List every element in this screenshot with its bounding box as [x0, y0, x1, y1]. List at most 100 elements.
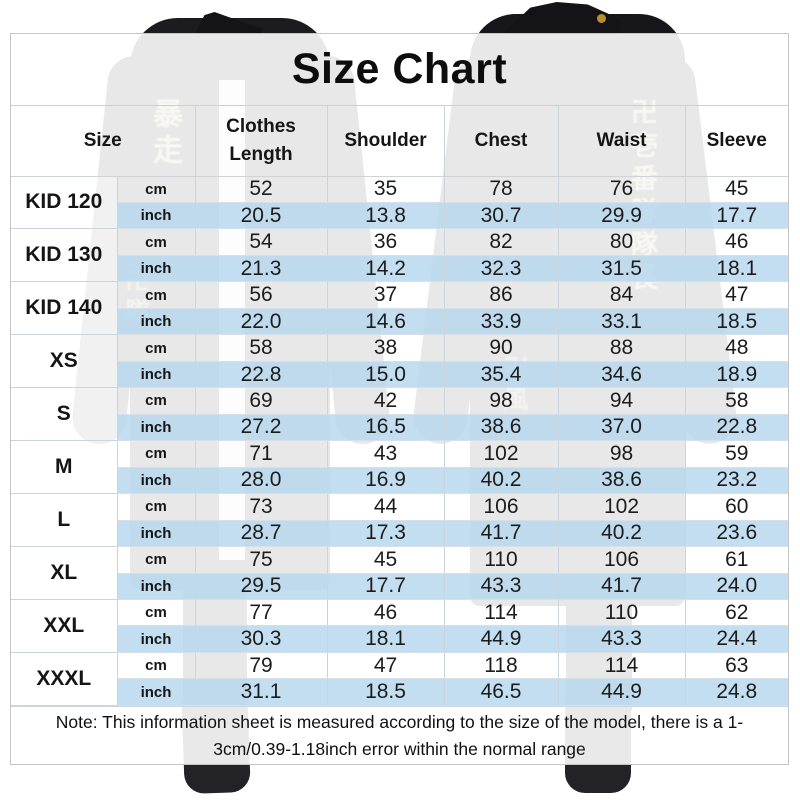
unit-label-inch: inch: [117, 307, 196, 336]
unit-label-cm: cm: [116, 175, 196, 203]
value-cell: 29.9: [557, 201, 686, 230]
value-cell: 18.5: [684, 307, 788, 336]
unit-label-cm: cm: [116, 493, 196, 521]
value-cell: 29.5: [194, 572, 328, 601]
value-cell: 27.2: [194, 413, 328, 442]
value-cell: 52: [194, 175, 328, 203]
value-cell: 58: [684, 387, 788, 415]
value-cell: 43.3: [443, 572, 559, 601]
size-table-body: KID 120 cm 52 35 78 76 45 inch 20.5 13.8 30.7 29.9 1…: [11, 175, 788, 707]
unit-label-inch: inch: [117, 254, 196, 283]
unit-label-inch: inch: [117, 201, 196, 230]
note-text: Note: This information sheet is measured…: [55, 712, 744, 759]
value-cell: 18.5: [326, 678, 445, 706]
value-cell: 22.0: [194, 307, 328, 336]
value-cell: 98: [557, 440, 686, 468]
table-row-inch: inch 21.3 14.2 32.3 31.5 18.1: [11, 254, 788, 283]
value-cell: 32.3: [443, 254, 559, 283]
table-row-inch: inch 27.2 16.5 38.6 37.0 22.8: [11, 413, 788, 442]
header-clothes-length: Clothes Length: [194, 106, 328, 177]
table-row-inch: inch 20.5 13.8 30.7 29.9 17.7: [11, 201, 788, 230]
size-label: M: [11, 440, 118, 495]
value-cell: 14.2: [326, 254, 445, 283]
value-cell: 46: [684, 228, 788, 256]
value-cell: 37.0: [557, 413, 686, 442]
value-cell: 30.3: [194, 625, 328, 653]
value-cell: 43.3: [557, 625, 686, 653]
size-chart-panel: Size Chart Size Clothes Length Shoulder …: [10, 33, 789, 765]
value-cell: 44.9: [443, 625, 559, 653]
value-cell: 114: [443, 598, 559, 627]
value-cell: 54: [194, 228, 328, 256]
table-row-cm: KID 130 cm 54 36 82 80 46: [11, 228, 788, 283]
size-label: KID 140: [11, 281, 118, 336]
value-cell: 24.4: [684, 625, 788, 653]
table-row-inch: inch 30.3 18.1 44.9 43.3 24.4: [11, 625, 788, 653]
value-cell: 118: [443, 651, 559, 680]
value-cell: 38.6: [443, 413, 559, 442]
value-cell: 40.2: [557, 519, 686, 548]
size-label: XL: [11, 546, 118, 600]
value-cell: 35.4: [443, 360, 559, 389]
unit-label-inch: inch: [117, 678, 196, 706]
value-cell: 60: [684, 493, 788, 521]
value-cell: 18.1: [326, 625, 445, 653]
value-cell: 114: [557, 651, 686, 680]
value-cell: 17.3: [326, 519, 445, 548]
value-cell: 38: [326, 334, 445, 362]
value-cell: 45: [326, 546, 445, 574]
value-cell: 98: [443, 387, 559, 415]
table-row-cm: XS cm 58 38 90 88 48: [11, 334, 788, 389]
size-label: XS: [11, 334, 118, 389]
unit-label-cm: cm: [116, 387, 196, 415]
value-cell: 15.0: [326, 360, 445, 389]
value-cell: 41.7: [557, 572, 686, 601]
gold-button-dot: [597, 14, 606, 23]
value-cell: 90: [443, 334, 559, 362]
value-cell: 48: [684, 334, 788, 362]
value-cell: 62: [684, 598, 788, 627]
table-row-cm: XL cm 75 45 110 106 61: [11, 546, 788, 600]
value-cell: 78: [443, 175, 559, 203]
value-cell: 73: [194, 493, 328, 521]
value-cell: 42: [326, 387, 445, 415]
value-cell: 18.1: [684, 254, 788, 283]
value-cell: 33.1: [557, 307, 686, 336]
unit-label-inch: inch: [117, 360, 196, 389]
value-cell: 22.8: [194, 360, 328, 389]
unit-label-cm: cm: [116, 546, 196, 574]
value-cell: 43: [326, 440, 445, 468]
value-cell: 21.3: [194, 254, 328, 283]
header-row: Size Clothes Length Shoulder Chest Waist…: [11, 106, 788, 177]
value-cell: 110: [443, 546, 559, 574]
value-cell: 44: [326, 493, 445, 521]
value-cell: 31.5: [557, 254, 686, 283]
header-waist: Waist: [557, 106, 686, 177]
value-cell: 76: [557, 175, 686, 203]
value-cell: 84: [557, 281, 686, 309]
value-cell: 61: [684, 546, 788, 574]
unit-label-cm: cm: [116, 598, 196, 627]
table-row-cm: XXXL cm 79 47 118 114 63: [11, 651, 788, 707]
size-label: XXXL: [11, 651, 118, 707]
note-row: Note: This information sheet is measured…: [11, 706, 788, 764]
value-cell: 36: [326, 228, 445, 256]
value-cell: 106: [557, 546, 686, 574]
value-cell: 24.8: [684, 678, 788, 706]
value-cell: 24.0: [684, 572, 788, 601]
table-row-inch: inch 31.1 18.5 46.5 44.9 24.8: [11, 678, 788, 706]
size-table: Size Clothes Length Shoulder Chest Waist…: [11, 106, 788, 707]
unit-label-cm: cm: [116, 651, 196, 680]
value-cell: 17.7: [684, 201, 788, 230]
value-cell: 80: [557, 228, 686, 256]
value-cell: 110: [557, 598, 686, 627]
value-cell: 47: [684, 281, 788, 309]
value-cell: 102: [443, 440, 559, 468]
unit-label-cm: cm: [116, 281, 196, 309]
value-cell: 86: [443, 281, 559, 309]
size-label: KID 120: [11, 175, 118, 230]
table-row-inch: inch 28.0 16.9 40.2 38.6 23.2: [11, 466, 788, 495]
